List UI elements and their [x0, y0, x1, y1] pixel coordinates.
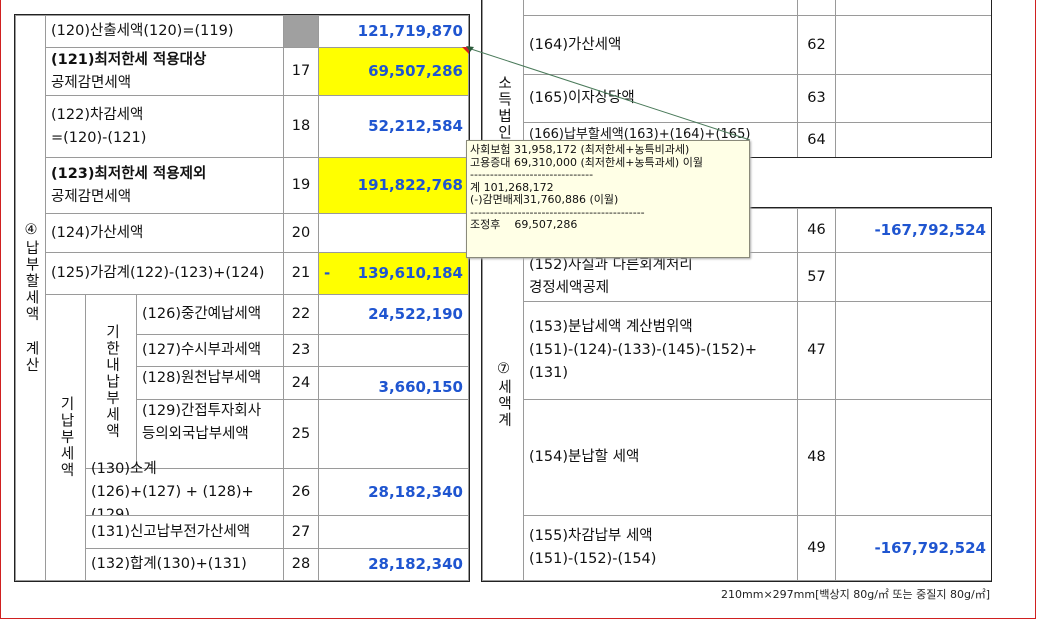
label-line1: (155)차감납부 세액 — [529, 528, 653, 544]
label-line1: (129)간접투자회사 — [142, 403, 262, 419]
cell-comment-tooltip: 사회보험 31,958,172 (최저한세+농특비과세) 고용증대 69,310… — [466, 140, 750, 258]
row-123-value[interactable]: 191,822,768 — [318, 157, 469, 214]
row-130-no: 26 — [283, 468, 319, 516]
row-165-label: (165)이자상당액 — [523, 74, 798, 123]
label-line1: (153)분납세액 계산범위액 — [529, 319, 693, 335]
row-132-value[interactable]: 28,182,340 — [318, 548, 469, 581]
row-126-value[interactable]: 24,522,190 — [318, 294, 469, 335]
label-line1: (122)차감세액 — [51, 106, 144, 123]
row-165-value[interactable] — [835, 74, 992, 123]
label-line2: 공제감면세액 — [51, 188, 132, 205]
row-128-value[interactable]: 3,660,150 — [318, 366, 469, 400]
row-128-no: 24 — [283, 366, 319, 400]
row-155-no: 49 — [797, 515, 836, 581]
arrowhead-icon — [466, 46, 474, 52]
label-line2: 공제감면세액 — [51, 74, 132, 91]
row-128-label: (128)원천납부세액 — [136, 366, 284, 400]
paper-spec-footer: 210mm×297mm[백상지 80g/㎡ 또는 중질지 80g/㎡] — [721, 588, 990, 601]
row-151-no: 46 — [797, 208, 836, 253]
label-line2: (151)-(124)-(133)-(145)-(152)+(131) — [529, 342, 758, 381]
row-155-label: (155)차감납부 세액 (151)-(152)-(154) — [523, 515, 798, 581]
row-153-label: (153)분납세액 계산범위액 (151)-(124)-(133)-(145)-(… — [523, 301, 798, 400]
label-line2: (151)-(152)-(154) — [529, 551, 657, 567]
label-line1: (121)최저한세 적용대상 — [51, 51, 207, 68]
row-122-label: (122)차감세액 =(120)-(121) — [45, 95, 284, 158]
value-sign: - — [324, 264, 331, 282]
row-132-label: (132)합계(130)+(131) — [85, 548, 284, 581]
row-127-label: (127)수시부과세액 — [136, 334, 284, 367]
value-amount: 139,610,184 — [357, 264, 463, 282]
row-132-no: 28 — [283, 548, 319, 581]
comment-indicator-icon[interactable] — [462, 47, 469, 54]
row-125-no: 21 — [283, 252, 319, 295]
row-127-no: 23 — [283, 334, 319, 367]
label-line1: (130)소계 — [91, 460, 157, 477]
row-130-label: (130)소계(126)+(127) + (128)+(129) — [85, 461, 284, 523]
row-127-value[interactable] — [318, 334, 469, 367]
row-154-value[interactable] — [835, 399, 992, 516]
row-155-value[interactable]: -167,792,524 — [835, 515, 992, 581]
row-131-no: 27 — [283, 515, 319, 549]
row-125-label: (125)가감계(122)-(123)+(124) — [45, 252, 284, 295]
row-123-no: 19 — [283, 157, 319, 214]
row-122-no: 18 — [283, 95, 319, 158]
label-line1: (123)최저한세 적용제외 — [51, 165, 207, 182]
row-130-value[interactable]: 28,182,340 — [318, 468, 469, 516]
row-151-value[interactable]: -167,792,524 — [835, 208, 992, 253]
label-line2: =(120)-(121) — [51, 129, 147, 146]
comment-arrow-line — [467, 47, 751, 141]
row-164-value[interactable] — [835, 15, 992, 75]
row-125-value[interactable]: - 139,610,184 — [318, 252, 469, 295]
row-124-value[interactable] — [318, 213, 469, 253]
group-label-prepaid: 기납부세액 — [45, 294, 86, 581]
label-line2: 등의외국납부세액 — [142, 426, 249, 442]
label-line2: 경정세액공제 — [529, 280, 610, 296]
row-121-value[interactable]: 69,507,286 — [318, 47, 469, 96]
row-120-value[interactable]: 121,719,870 — [318, 15, 469, 48]
label-line1: (152)사실과 다른회계처리 — [529, 257, 693, 273]
row-131-value[interactable] — [318, 515, 469, 549]
